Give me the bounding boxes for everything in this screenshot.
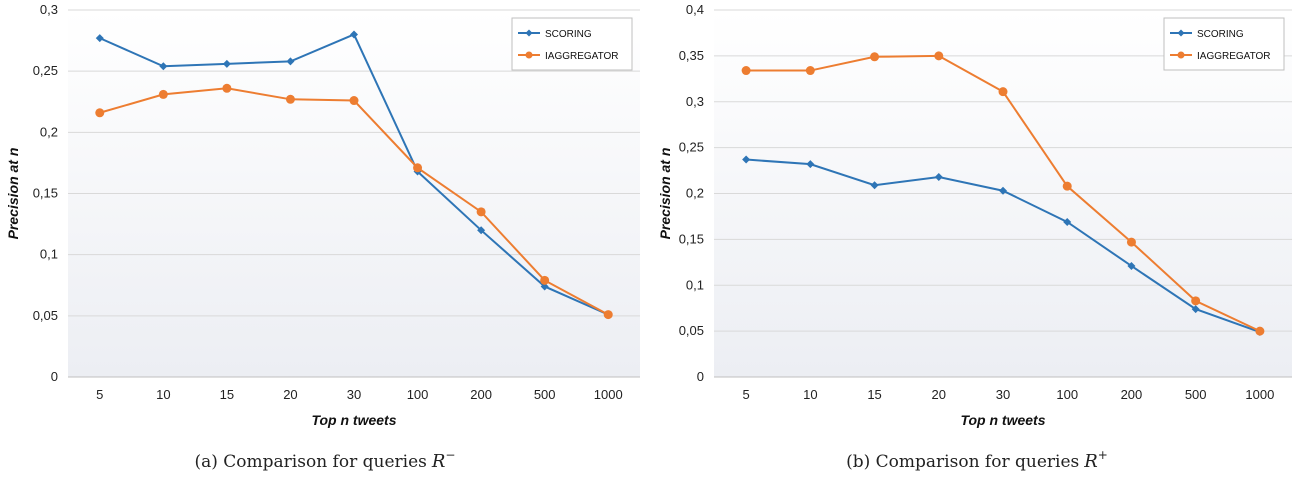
chart-a-point-scoring bbox=[350, 30, 358, 39]
chart-a-y-tick-label: 0 bbox=[51, 369, 58, 384]
chart-b-point-iaggregator bbox=[1191, 296, 1201, 306]
chart-b-y-tick-label: 0,3 bbox=[686, 94, 704, 109]
chart-a-point-scoring bbox=[159, 62, 168, 71]
chart-b-y-tick-label: 0 bbox=[697, 369, 704, 384]
chart-b-point-iaggregator bbox=[1126, 237, 1136, 247]
chart-a-point-iaggregator bbox=[95, 108, 105, 118]
chart-a-y-tick-label: 0,15 bbox=[33, 186, 58, 201]
chart-a-caption-text: (a) Comparison for queries bbox=[194, 452, 427, 472]
chart-b-y-tick-label: 0,25 bbox=[679, 140, 704, 155]
chart-a-point-iaggregator bbox=[222, 83, 232, 93]
chart-b-y-tick-label: 0,2 bbox=[686, 186, 704, 201]
chart-b-y-tick-label: 0,15 bbox=[679, 231, 704, 246]
chart-b-legend bbox=[1163, 17, 1285, 71]
chart-a-x-tick-label: 1000 bbox=[594, 387, 623, 402]
chart-panel-b: 0 0,05 0,1 0,15 0,2 0,25 0,3 0,35 0,4 5 10 15 20 30 10… bbox=[652, 0, 1302, 479]
chart-b-point-iaggregator bbox=[741, 66, 751, 76]
chart-b-x-tick-label: 15 bbox=[867, 387, 881, 402]
chart-b-x-axis-title: Top n tweets bbox=[960, 412, 1045, 428]
chart-b-y-tick-label: 0,35 bbox=[679, 48, 704, 63]
chart-a-x-tick-label: 5 bbox=[96, 387, 103, 402]
chart-a-caption-sup: − bbox=[445, 448, 456, 462]
chart-b-y-tick-label: 0,4 bbox=[686, 2, 704, 17]
chart-panel-a: 0 0,05 0,1 0,15 0,2 0,25 0,3 5 10 15 20 30 100 200 500… bbox=[0, 0, 650, 479]
chart-a-x-tick-label: 15 bbox=[220, 387, 234, 402]
chart-b-point-iaggregator bbox=[805, 66, 815, 76]
chart-b-y-axis-title: Precision at n bbox=[657, 148, 673, 240]
chart-a-x-tick-label: 200 bbox=[470, 387, 492, 402]
chart-a-point-iaggregator bbox=[540, 275, 550, 285]
chart-b-svg: 0 0,05 0,1 0,15 0,2 0,25 0,3 0,35 0,4 5 10 15 20 30 10… bbox=[657, 2, 1292, 428]
chart-a-point-iaggregator bbox=[603, 310, 613, 320]
chart-b-point-iaggregator bbox=[870, 52, 880, 62]
chart-b-x-tick-label: 200 bbox=[1121, 387, 1143, 402]
chart-b-point-scoring bbox=[806, 160, 815, 169]
chart-b-point-scoring bbox=[934, 172, 943, 181]
chart-a-y-axis-title: Precision at n bbox=[5, 148, 21, 240]
chart-b-y-tick-label: 0,05 bbox=[679, 323, 704, 338]
chart-b-point-iaggregator bbox=[1255, 326, 1265, 336]
chart-b-x-tick-label: 500 bbox=[1185, 387, 1207, 402]
chart-a-x-tick-label: 100 bbox=[407, 387, 429, 402]
chart-b-point-iaggregator bbox=[1062, 181, 1072, 191]
chart-a-x-axis-title: Top n tweets bbox=[311, 412, 396, 428]
chart-b-x-tick-label: 10 bbox=[803, 387, 817, 402]
chart-b-point-scoring bbox=[742, 155, 751, 164]
chart-b-x-tick-label: 100 bbox=[1056, 387, 1078, 402]
chart-b-point-scoring bbox=[1127, 261, 1136, 270]
chart-b-point-iaggregator bbox=[998, 87, 1008, 97]
chart-a-y-tick-label: 0,25 bbox=[33, 63, 58, 78]
chart-a-legend-label: IAGGREGATOR bbox=[545, 51, 619, 62]
chart-b-legend-label: IAGGREGATOR bbox=[1197, 51, 1271, 62]
chart-b-caption-sup: + bbox=[1097, 448, 1108, 462]
chart-a-x-tick-label: 20 bbox=[283, 387, 297, 402]
chart-a-legend-swatch-marker bbox=[525, 51, 533, 59]
chart-b-point-scoring bbox=[870, 181, 879, 190]
chart-a-x-tick-label: 30 bbox=[347, 387, 361, 402]
chart-a-point-iaggregator bbox=[413, 163, 423, 173]
chart-a-point-iaggregator bbox=[285, 94, 295, 104]
chart-b-x-tick-label: 5 bbox=[742, 387, 749, 402]
chart-a-point-scoring bbox=[286, 57, 295, 66]
chart-a-point-scoring bbox=[540, 282, 549, 291]
chart-a-legend-swatch-marker bbox=[525, 29, 533, 37]
chart-a-point-iaggregator bbox=[349, 96, 359, 106]
chart-a-point-iaggregator bbox=[158, 89, 168, 99]
chart-b-point-scoring bbox=[1063, 217, 1072, 226]
chart-b-x-tick-label: 30 bbox=[996, 387, 1010, 402]
chart-a-x-tick-label: 10 bbox=[156, 387, 170, 402]
chart-b-y-tick-label: 0,1 bbox=[686, 277, 704, 292]
chart-b-legend-label: SCORING bbox=[1197, 29, 1244, 40]
chart-a-caption-symbol: R bbox=[431, 451, 446, 472]
chart-b-legend-swatch-marker bbox=[1177, 51, 1185, 59]
chart-a-y-tick-label: 0,05 bbox=[33, 308, 58, 323]
chart-a-point-scoring bbox=[95, 34, 104, 43]
chart-a-y-tick-label: 0,3 bbox=[40, 2, 58, 17]
chart-b-x-tick-label: 20 bbox=[932, 387, 946, 402]
chart-b-point-iaggregator bbox=[934, 51, 944, 61]
chart-a-y-tick-label: 0,2 bbox=[40, 124, 58, 139]
chart-a-point-scoring bbox=[477, 226, 486, 235]
chart-a-svg: 0 0,05 0,1 0,15 0,2 0,25 0,3 5 10 15 20 30 100 200 500… bbox=[5, 2, 640, 428]
chart-b-point-scoring bbox=[999, 186, 1007, 195]
chart-a-legend bbox=[511, 17, 633, 71]
chart-a-x-tick-label: 500 bbox=[534, 387, 556, 402]
chart-a-legend-label: SCORING bbox=[545, 29, 592, 40]
chart-b-caption-symbol: R bbox=[1084, 451, 1098, 472]
chart-b-point-scoring bbox=[1191, 305, 1200, 314]
chart-a-y-tick-label: 0,1 bbox=[40, 247, 58, 262]
chart-a-point-scoring bbox=[222, 59, 231, 68]
chart-b-x-tick-label: 1000 bbox=[1245, 387, 1274, 402]
chart-b-caption-text: (b) Comparison for queries bbox=[846, 452, 1080, 472]
chart-b-legend-swatch-marker bbox=[1177, 29, 1185, 37]
chart-a-point-iaggregator bbox=[476, 207, 486, 217]
chart-b-caption: (b) Comparison for queries R+ bbox=[652, 448, 1302, 472]
chart-a-caption: (a) Comparison for queries R− bbox=[0, 448, 650, 472]
